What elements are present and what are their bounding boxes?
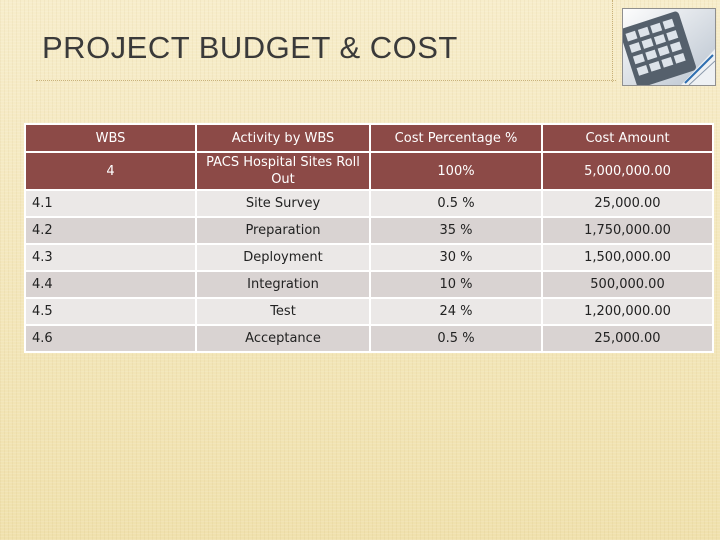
cell-percentage: 0.5 % [369, 189, 543, 218]
cell-percentage: 10 % [369, 270, 543, 299]
cell-percentage: 24 % [369, 297, 543, 326]
table-row: 4.4 Integration 10 % 500,000.00 [24, 270, 714, 299]
cell-percentage: 0.5 % [369, 324, 543, 353]
cell-activity: Deployment [195, 243, 371, 272]
cell-wbs: 4 [24, 151, 197, 191]
calculator-keyboard-photo-icon [622, 8, 716, 86]
cell-wbs: 4.2 [24, 216, 197, 245]
cell-amount: 500,000.00 [541, 270, 714, 299]
cell-wbs: 4.6 [24, 324, 197, 353]
cell-amount: 25,000.00 [541, 324, 714, 353]
table-row: 4.5 Test 24 % 1,200,000.00 [24, 297, 714, 326]
cell-activity: Acceptance [195, 324, 371, 353]
header-percentage: Cost Percentage % [369, 123, 543, 153]
cell-amount: 1,200,000.00 [541, 297, 714, 326]
cell-wbs: 4.1 [24, 189, 197, 218]
table-header-row: WBS Activity by WBS Cost Percentage % Co… [24, 123, 714, 153]
table-row: 4.3 Deployment 30 % 1,500,000.00 [24, 243, 714, 272]
cell-wbs: 4.5 [24, 297, 197, 326]
cell-amount: 5,000,000.00 [541, 151, 714, 191]
slide-title: PROJECT BUDGET & COST [42, 30, 458, 65]
cell-percentage: 35 % [369, 216, 543, 245]
cell-activity: Site Survey [195, 189, 371, 218]
cell-percentage: 30 % [369, 243, 543, 272]
title-divider [36, 80, 616, 81]
header-wbs: WBS [24, 123, 197, 153]
cell-wbs: 4.3 [24, 243, 197, 272]
vertical-divider [612, 0, 613, 82]
header-activity: Activity by WBS [195, 123, 371, 153]
table-total-row: 4 PACS Hospital Sites Roll Out 100% 5,00… [24, 151, 714, 191]
cell-amount: 1,750,000.00 [541, 216, 714, 245]
cell-wbs: 4.4 [24, 270, 197, 299]
cell-amount: 25,000.00 [541, 189, 714, 218]
calculator-photo-drawing [623, 9, 715, 85]
cell-activity: PACS Hospital Sites Roll Out [195, 151, 371, 191]
cell-activity: Test [195, 297, 371, 326]
table-row: 4.2 Preparation 35 % 1,750,000.00 [24, 216, 714, 245]
cell-activity: Integration [195, 270, 371, 299]
cell-amount: 1,500,000.00 [541, 243, 714, 272]
header-amount: Cost Amount [541, 123, 714, 153]
table-row: 4.1 Site Survey 0.5 % 25,000.00 [24, 189, 714, 218]
cell-percentage: 100% [369, 151, 543, 191]
cell-activity: Preparation [195, 216, 371, 245]
budget-table: WBS Activity by WBS Cost Percentage % Co… [24, 123, 714, 353]
table-row: 4.6 Acceptance 0.5 % 25,000.00 [24, 324, 714, 353]
